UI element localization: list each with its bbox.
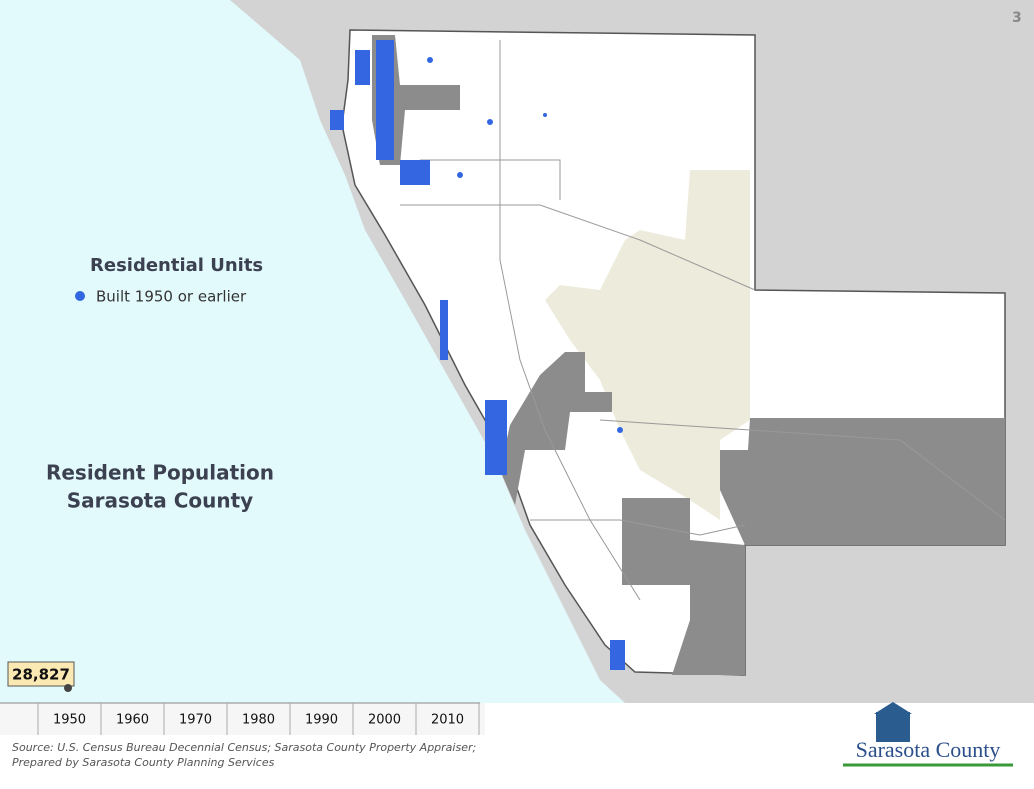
page-number: 3 (1012, 10, 1022, 26)
timeline-year: 1950 (53, 713, 86, 728)
residential-units (330, 40, 625, 670)
timeline-year: 1970 (179, 713, 212, 728)
timeline-year: 1960 (116, 713, 149, 728)
timeline-year: 1980 (242, 713, 275, 728)
unit-cluster (376, 40, 394, 160)
timeline-years: 1950 1960 1970 1980 1990 2000 2010 (37, 703, 480, 735)
protected-land (545, 170, 750, 520)
unit (543, 113, 547, 117)
legend-swatch (75, 291, 85, 301)
unit-cluster (440, 300, 448, 360)
logo-roof (874, 702, 912, 714)
unit-cluster (355, 50, 370, 85)
unit (617, 427, 623, 433)
page-tab (1005, 0, 1034, 36)
current-value: 28,827 (12, 666, 70, 684)
logo-icon (876, 712, 910, 742)
value-box (7, 661, 75, 687)
road (420, 159, 561, 200)
heading: Sarasota County (67, 489, 253, 513)
road (599, 419, 1006, 521)
incorporated-area (500, 352, 612, 505)
unit (427, 57, 433, 63)
legend-item: Built 1950 or earlier (96, 288, 247, 306)
unit-cluster (485, 400, 507, 475)
incorporated-area (720, 418, 1005, 545)
timeline-year: 2010 (431, 713, 464, 728)
roads (400, 40, 1006, 601)
heading: Resident Population (46, 461, 274, 485)
timeline-handle[interactable] (64, 684, 72, 692)
road (530, 519, 746, 536)
road (499, 40, 641, 601)
source: Source: U.S. Census Bureau Decennial Cen… (12, 741, 476, 754)
unit-cluster (610, 640, 625, 670)
legend-title: Residential Units (90, 255, 263, 276)
logo: Sarasota County (843, 702, 1013, 767)
unit-cluster (400, 160, 430, 185)
source: Prepared by Sarasota County Planning Ser… (12, 756, 275, 769)
logo-text: Sarasota County (856, 737, 1001, 762)
timeline-year: 2000 (368, 713, 401, 728)
unit-cluster (330, 110, 344, 130)
road (400, 204, 756, 291)
unit (457, 172, 463, 178)
incorporated-area (622, 498, 745, 675)
timeline-bg (0, 703, 485, 735)
unit (487, 119, 493, 125)
timeline-year: 1990 (305, 713, 338, 728)
